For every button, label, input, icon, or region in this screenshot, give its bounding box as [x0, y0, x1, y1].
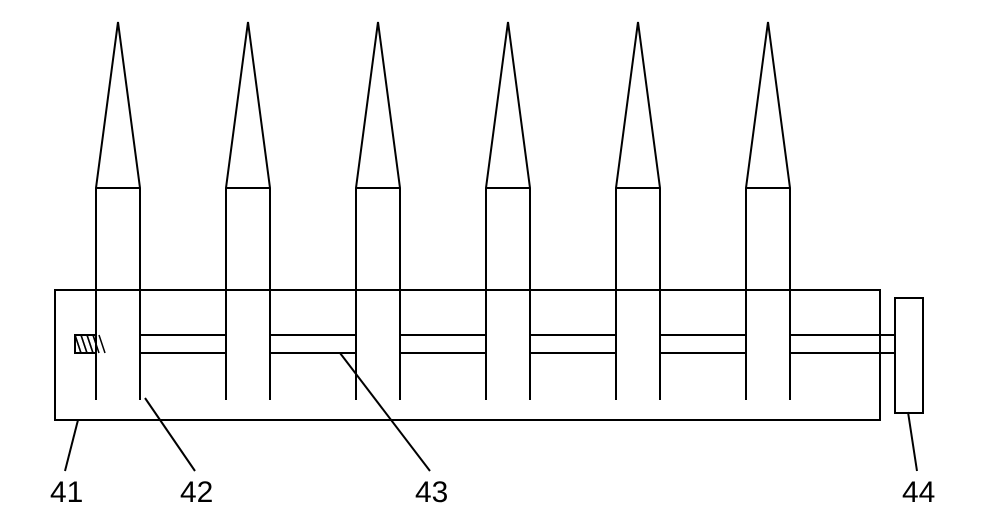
callout-label-42: 42 [180, 476, 213, 510]
callout-label-44: 44 [902, 476, 935, 510]
diagram-svg [0, 0, 1000, 513]
callout-label-43: 43 [415, 476, 448, 510]
callout-label-41: 41 [50, 476, 83, 510]
technical-diagram: 41 42 43 44 [0, 0, 1000, 513]
